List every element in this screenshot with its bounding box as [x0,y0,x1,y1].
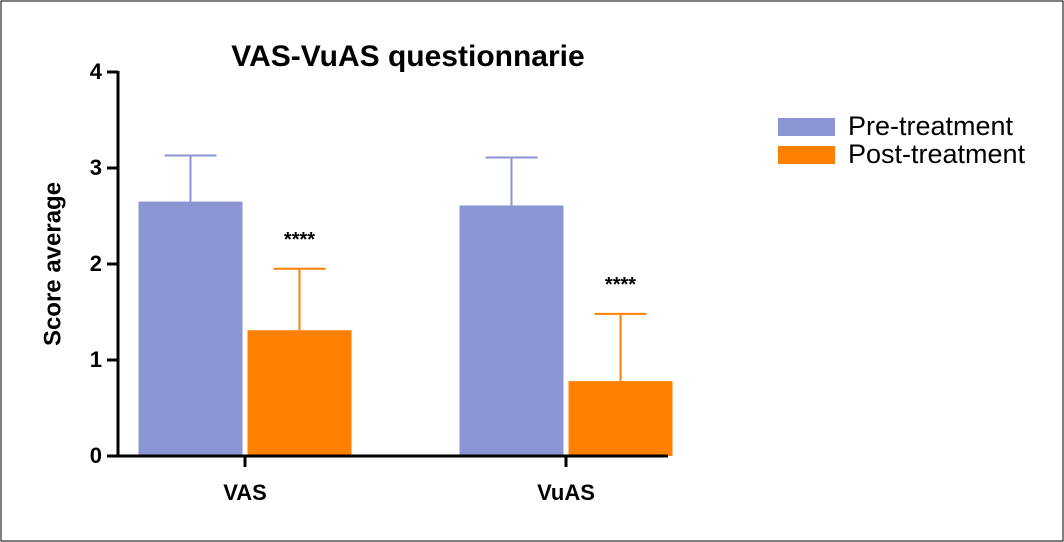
y-tick-label: 4 [90,59,103,84]
x-tick-label: VuAS [537,480,595,505]
annotation: **** [605,274,636,296]
chart-title: VAS-VuAS questionnarie [231,40,584,73]
bar [247,330,352,456]
annotation: **** [284,229,315,251]
y-tick-label: 1 [90,347,102,372]
legend-swatch [778,146,835,164]
y-tick-label: 3 [90,155,102,180]
legend-swatch [778,118,835,136]
bar [459,205,564,456]
y-tick-label: 2 [90,251,102,276]
bar [568,381,673,456]
legend-label: Pre-treatment [848,111,1014,141]
y-axis-label: Score average [39,182,66,346]
x-tick-label: VAS [223,480,267,505]
legend-label: Post-treatment [848,139,1026,169]
bar [138,201,243,456]
y-tick-label: 0 [90,443,102,468]
